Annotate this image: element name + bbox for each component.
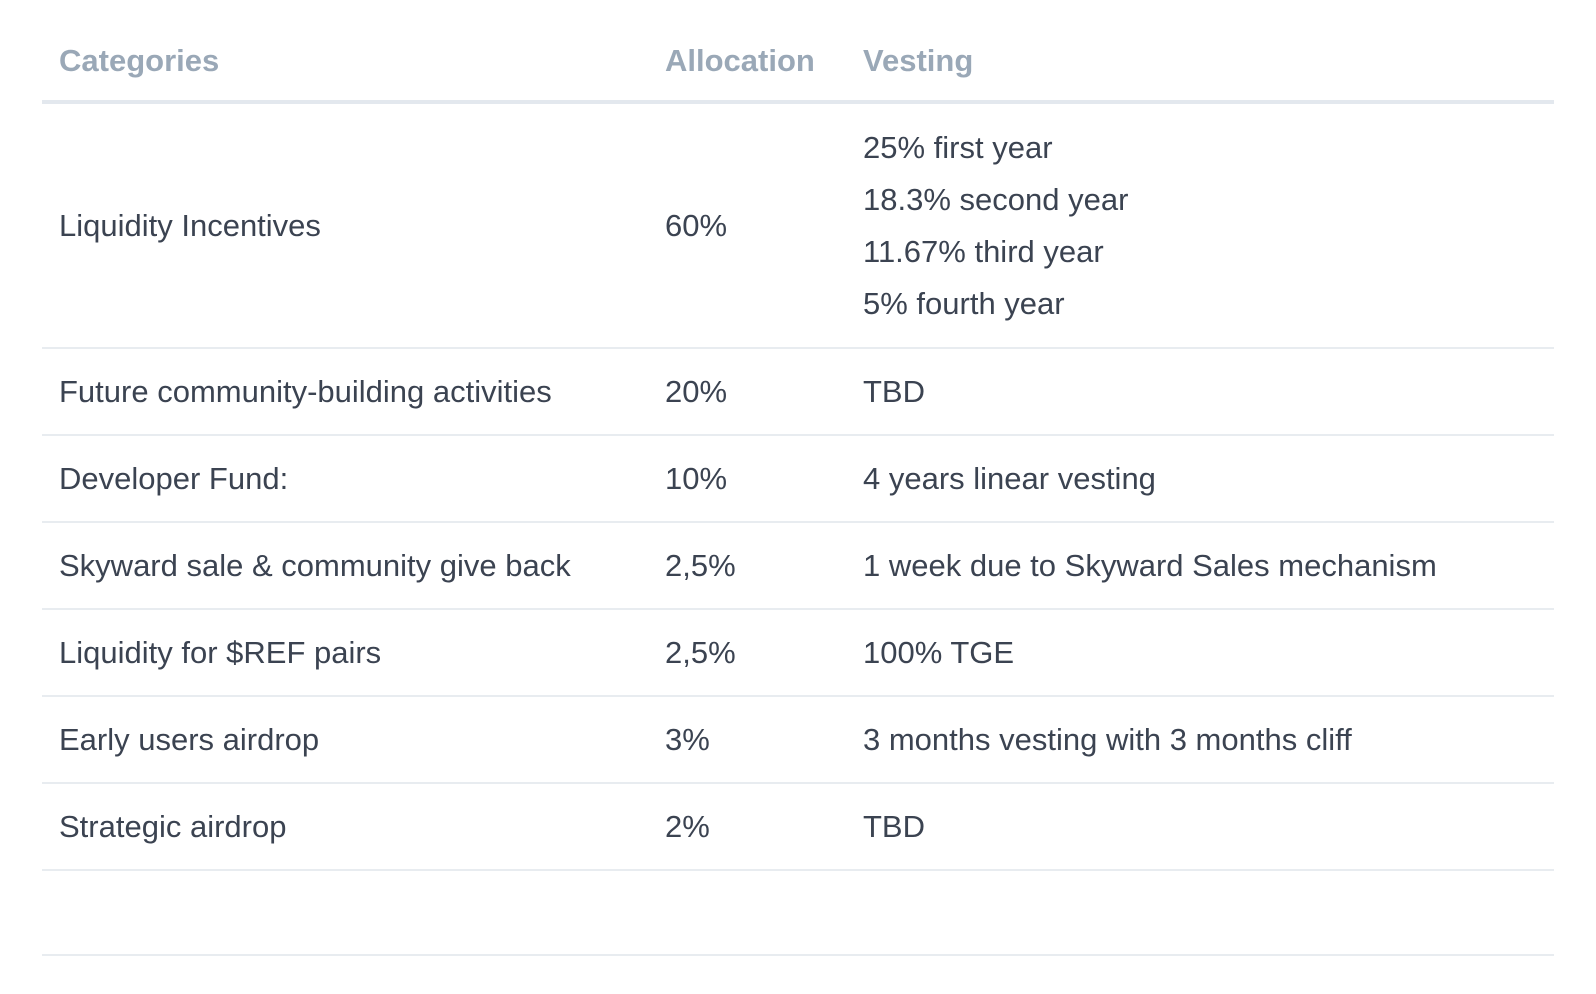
allocation-cell: 2% [665, 808, 710, 844]
table-row: Liquidity for $REF pairs 2,5% 100% TGE [42, 610, 1554, 697]
category-cell: Skyward sale & community give back [59, 547, 571, 583]
table-row: Future community-building activities 20%… [42, 349, 1554, 436]
vesting-cell: 1 week due to Skyward Sales mechanism [863, 547, 1437, 583]
category-cell: Strategic airdrop [59, 808, 287, 844]
allocation-cell: 10% [665, 460, 728, 496]
vesting-line: 25% first year [863, 129, 1053, 165]
table-row: Developer Fund: 10% 4 years linear vesti… [42, 436, 1554, 523]
table-row: Early users airdrop 3% 3 months vesting … [42, 697, 1554, 784]
vesting-line: 5% fourth year [863, 285, 1065, 321]
allocation-table: Categories Allocation Vesting Liquidity … [42, 0, 1554, 956]
vesting-line: 18.3% second year [863, 181, 1129, 217]
vesting-cell: TBD [863, 373, 925, 409]
vesting-cell: 25% first year 18.3% second year 11.67% … [863, 122, 1554, 330]
allocation-cell: 20% [665, 373, 728, 409]
category-cell: Liquidity for $REF pairs [59, 634, 382, 670]
allocation-cell: 2,5% [665, 634, 736, 670]
header-allocation: Allocation [665, 43, 815, 78]
table-row: Liquidity Incentives 60% 25% first year … [42, 104, 1554, 349]
allocation-cell: 3% [665, 721, 710, 757]
allocation-cell: 60% [665, 207, 728, 243]
header-categories: Categories [59, 43, 220, 78]
table-row: Skyward sale & community give back 2,5% … [42, 523, 1554, 610]
allocation-cell: 2,5% [665, 547, 736, 583]
category-cell: Developer Fund: [59, 460, 289, 496]
category-cell: Liquidity Incentives [59, 207, 321, 243]
category-cell: Future community-building activities [59, 373, 552, 409]
header-vesting: Vesting [863, 43, 974, 78]
vesting-cell: TBD [863, 808, 925, 844]
vesting-cell: 3 months vesting with 3 months cliff [863, 721, 1352, 757]
vesting-cell: 4 years linear vesting [863, 460, 1156, 496]
vesting-cell: 100% TGE [863, 634, 1015, 670]
table-row: Strategic airdrop 2% TBD [42, 784, 1554, 871]
vesting-line: 11.67% third year [863, 233, 1104, 269]
table-header-row: Categories Allocation Vesting [42, 0, 1554, 104]
category-cell: Early users airdrop [59, 721, 320, 757]
empty-table-row [42, 871, 1554, 956]
